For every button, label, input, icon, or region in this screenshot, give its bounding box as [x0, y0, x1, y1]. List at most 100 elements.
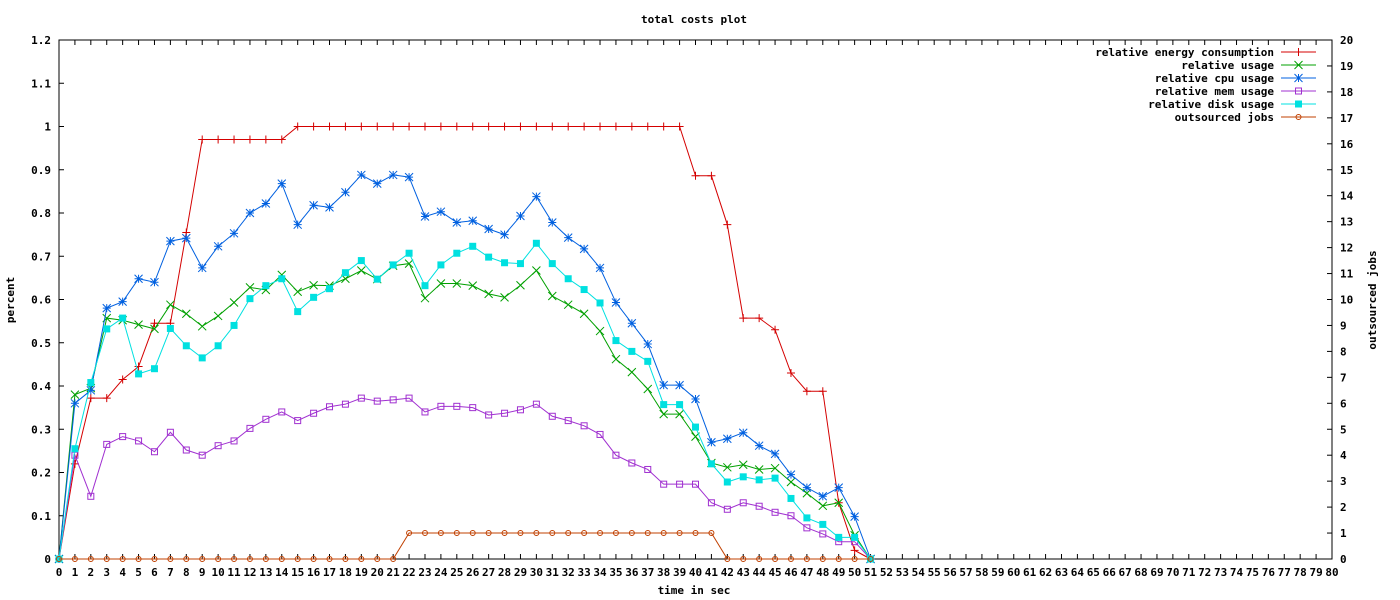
data-point	[310, 293, 318, 301]
x-tick-label: 76	[1262, 566, 1276, 579]
data-point	[246, 295, 254, 303]
data-point	[803, 524, 811, 532]
data-point	[198, 354, 206, 362]
x-tick-label: 47	[800, 566, 813, 579]
x-tick-label: 49	[832, 566, 845, 579]
y2-axis-label: outsourced jobs	[1366, 250, 1379, 349]
data-point	[643, 339, 653, 349]
data-point	[437, 402, 445, 410]
data-point	[119, 314, 127, 322]
data-point	[786, 477, 796, 487]
x-tick-label: 16	[307, 566, 321, 579]
data-point	[469, 242, 477, 250]
data-point	[549, 530, 556, 537]
series-relative-energy-consumption	[55, 122, 875, 563]
data-point	[850, 546, 859, 555]
x-tick-label: 27	[482, 566, 495, 579]
x-tick-label: 66	[1103, 566, 1117, 579]
data-point	[1295, 114, 1302, 120]
x-tick-label: 64	[1071, 566, 1085, 579]
x-tick-label: 6	[151, 566, 158, 579]
data-point	[310, 409, 318, 417]
data-point	[245, 208, 255, 218]
data-point	[246, 424, 254, 432]
data-point	[501, 409, 509, 417]
data-point	[708, 530, 715, 537]
data-point	[532, 122, 541, 131]
data-point	[786, 470, 796, 480]
data-point	[803, 556, 810, 562]
data-point	[818, 491, 828, 501]
data-point	[325, 122, 334, 131]
x-tick-label: 34	[593, 566, 607, 579]
data-point	[516, 406, 524, 414]
data-point	[134, 362, 143, 371]
data-point	[516, 122, 525, 131]
y2-tick-label: 15	[1340, 164, 1353, 177]
data-point	[150, 324, 159, 334]
x-tick-label: 73	[1214, 566, 1227, 579]
x-tick-label: 48	[816, 566, 829, 579]
y-tick-label: 1.1	[31, 77, 51, 90]
x-tick-label: 68	[1134, 566, 1147, 579]
data-point	[389, 122, 398, 131]
y2-tick-label: 12	[1340, 242, 1353, 255]
x-tick-label: 63	[1055, 566, 1068, 579]
data-point	[739, 499, 747, 507]
x-tick-label: 3	[103, 566, 110, 579]
data-point	[818, 501, 828, 511]
x-tick-label: 0	[56, 566, 63, 579]
data-point	[532, 239, 540, 247]
data-point	[166, 428, 174, 436]
data-point	[611, 354, 621, 364]
data-point	[469, 404, 477, 412]
data-point	[420, 122, 429, 131]
data-point	[341, 122, 350, 131]
x-tick-label: 18	[339, 566, 352, 579]
data-point	[835, 556, 842, 562]
x-tick-label: 53	[896, 566, 909, 579]
data-point	[405, 122, 414, 131]
data-point	[262, 556, 269, 562]
y-tick-label: 0.5	[31, 337, 51, 350]
y2-tick-label: 2	[1340, 501, 1347, 514]
data-point	[198, 451, 206, 459]
data-point	[754, 465, 764, 474]
x-tick-label: 54	[912, 566, 926, 579]
data-point	[373, 275, 381, 283]
data-point	[485, 253, 493, 261]
data-point	[771, 508, 779, 516]
data-point	[627, 122, 636, 131]
data-point	[596, 299, 604, 307]
data-point	[595, 263, 605, 273]
data-point	[660, 480, 668, 488]
y2-tick-label: 16	[1340, 138, 1354, 151]
data-point	[643, 384, 653, 394]
data-point	[851, 533, 859, 541]
data-point	[755, 502, 763, 510]
data-point	[468, 216, 478, 226]
data-point	[1295, 87, 1302, 95]
data-point	[500, 230, 509, 239]
x-tick-label: 8	[183, 566, 190, 579]
data-point	[581, 530, 588, 537]
data-point	[867, 556, 874, 562]
y2-tick-label: 7	[1340, 371, 1347, 384]
data-point	[659, 380, 669, 390]
x-tick-label: 45	[768, 566, 781, 579]
y2-tick-label: 14	[1340, 190, 1354, 203]
data-point	[723, 505, 731, 513]
data-point	[787, 512, 795, 520]
data-point	[516, 211, 525, 221]
y2-tick-label: 4	[1340, 449, 1347, 462]
data-point	[517, 530, 524, 537]
data-point	[86, 394, 95, 403]
data-point	[87, 556, 94, 562]
data-point	[309, 280, 318, 290]
data-point	[484, 224, 493, 234]
legend-item: relative mem usage	[1155, 85, 1316, 98]
x-tick-label: 40	[689, 566, 702, 579]
legend-label: relative usage	[1181, 59, 1274, 72]
data-point	[71, 556, 78, 562]
x-tick-label: 32	[562, 566, 575, 579]
